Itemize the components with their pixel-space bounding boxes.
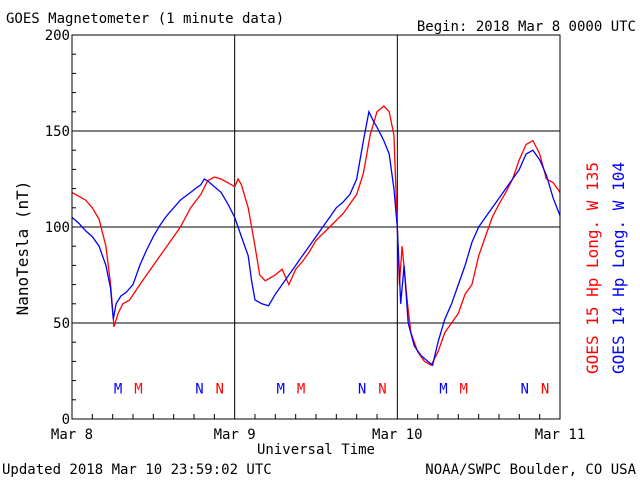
x-axis-ticks: Mar 8 Mar 9 Mar 10 Mar 11	[51, 414, 585, 443]
series-line-goes14	[71, 109, 561, 367]
midnight-marker: M	[439, 381, 447, 397]
y-tick-label: 50	[53, 316, 70, 332]
noon-marker: N	[216, 381, 224, 397]
midnight-marker: M	[134, 381, 142, 397]
noon-marker: N	[195, 381, 203, 397]
y-axis-label: NanoTesla (nT)	[13, 181, 32, 316]
y-tick-label: 100	[45, 220, 70, 236]
midnight-marker: M	[277, 381, 285, 397]
midnight-marker: M	[114, 381, 122, 397]
y-tick-label: 150	[45, 124, 70, 140]
x-tick-label: Mar 11	[535, 427, 586, 443]
legend-goes14: GOES 14 Hp Long. W 104	[609, 162, 628, 374]
x-tick-label: Mar 10	[372, 427, 423, 443]
x-tick-label: Mar 9	[214, 427, 256, 443]
noon-marker: N	[541, 381, 549, 397]
y-axis-ticks: 0 50 100 150 200	[45, 28, 76, 428]
series-line-goes15	[71, 105, 561, 367]
chart-title: GOES Magnetometer (1 minute data)	[6, 11, 284, 27]
x-axis-label: Universal Time	[257, 442, 375, 458]
noon-marker: N	[358, 381, 366, 397]
plot-series	[71, 105, 561, 367]
y-tick-label: 0	[62, 412, 70, 428]
legend-goes15: GOES 15 Hp Long. W 135	[583, 162, 602, 374]
source-credit: NOAA/SWPC Boulder, CO USA	[425, 462, 636, 478]
noon-marker: N	[378, 381, 386, 397]
noon-marker: N	[521, 381, 529, 397]
x-tick-label: Mar 8	[51, 427, 93, 443]
midnight-marker: M	[297, 381, 305, 397]
midnight-marker: M	[460, 381, 468, 397]
grid	[72, 35, 560, 419]
updated-timestamp: Updated 2018 Mar 10 23:59:02 UTC	[2, 462, 272, 478]
y-tick-label: 200	[45, 28, 70, 44]
begin-time-label: Begin: 2018 Mar 8 0000 UTC	[417, 19, 636, 35]
